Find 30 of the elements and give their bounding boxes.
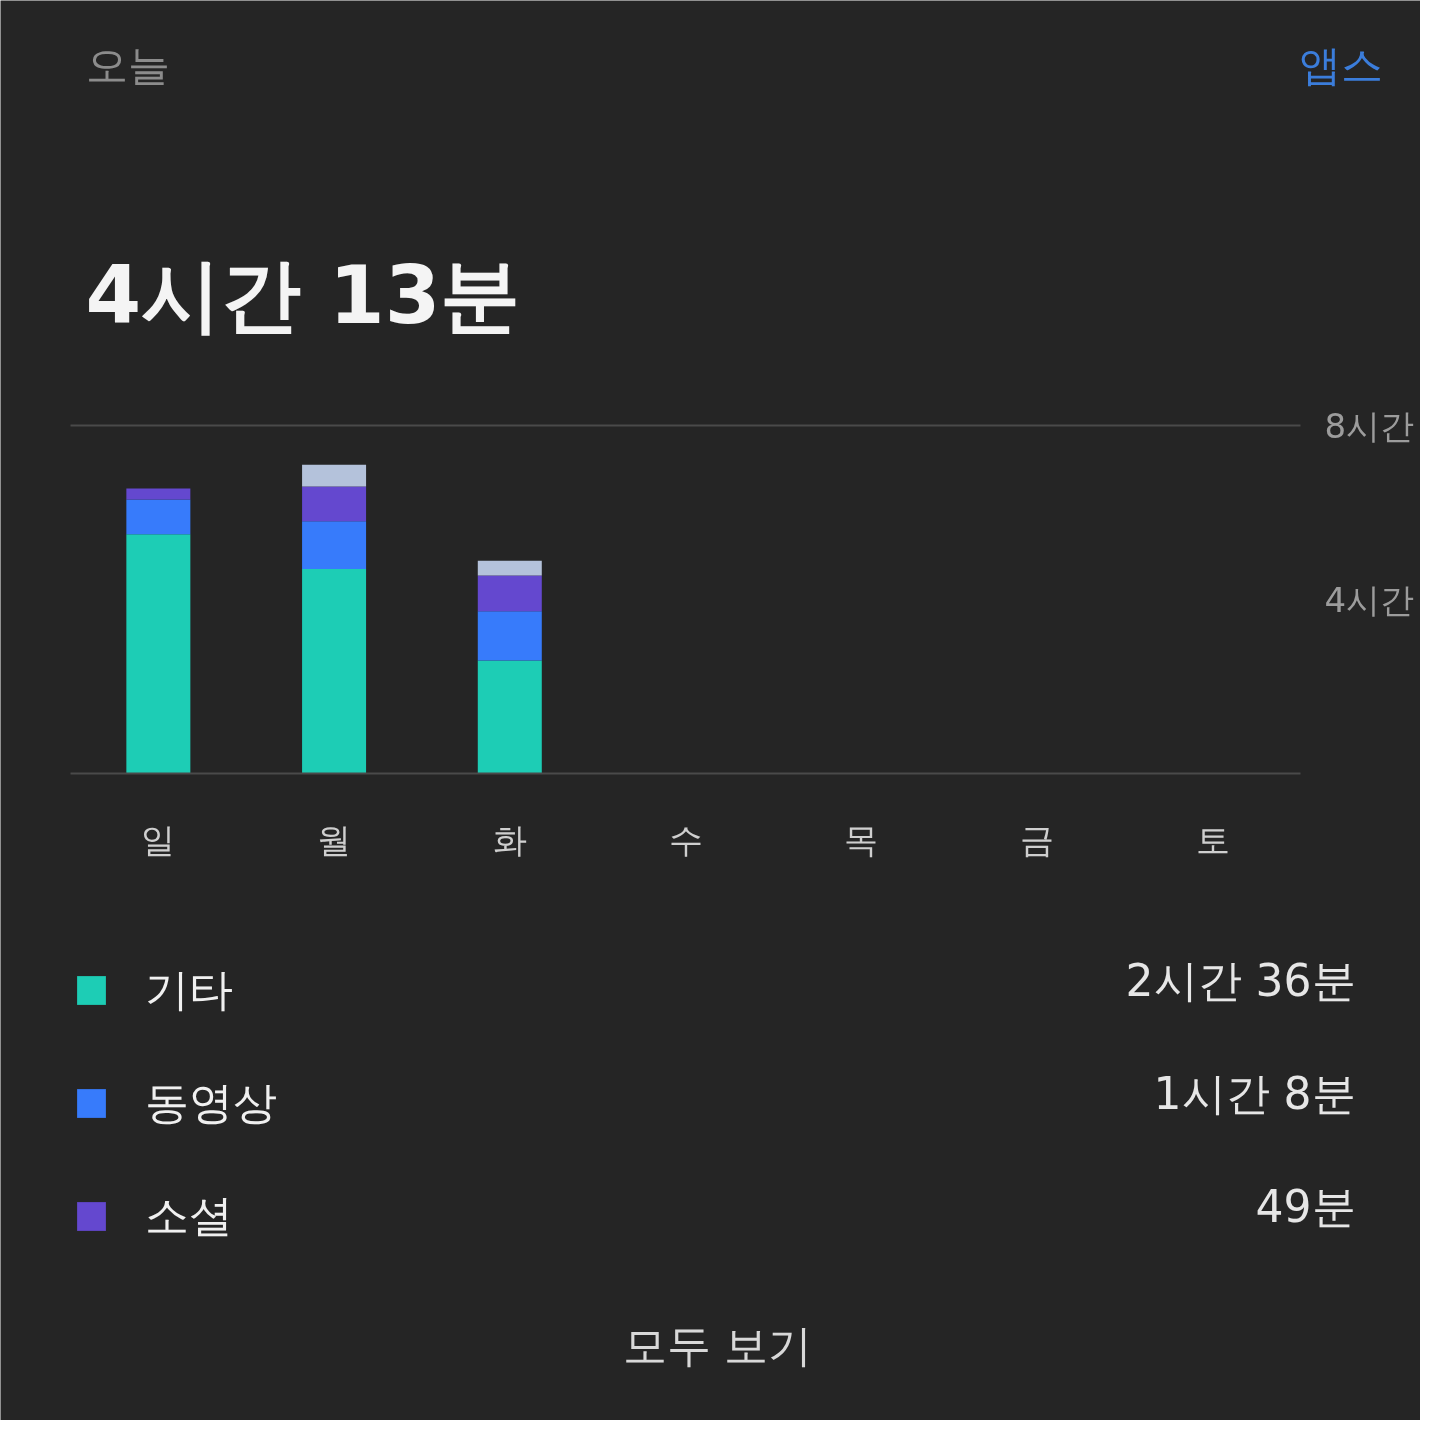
- bar: [477, 611, 542, 661]
- y-tick-label: 4시간: [1324, 579, 1415, 620]
- text: 2시간 36분: [1125, 955, 1356, 1006]
- text: 모두 보기: [622, 1320, 813, 1371]
- x-tick-label: 토: [1195, 819, 1230, 860]
- bar: [477, 560, 542, 576]
- x-tick-label: 화: [492, 819, 527, 860]
- text: 앱스: [1298, 41, 1383, 90]
- x-tick-label: 목: [844, 819, 879, 860]
- x-tick-label: 금: [1019, 819, 1054, 860]
- y-tick-label: 8시간: [1324, 405, 1415, 446]
- x-tick-label: 월: [317, 819, 352, 860]
- text: 49분: [1255, 1181, 1356, 1232]
- bar: [126, 488, 191, 500]
- bar: [126, 499, 191, 535]
- legend-label: 기타: [145, 962, 233, 1017]
- bar: [477, 575, 542, 612]
- bar: [302, 521, 367, 570]
- chart-title: 4시간 13분: [85, 249, 521, 342]
- x-tick-label: 일: [141, 819, 176, 860]
- bar: [477, 660, 542, 774]
- legend-label: 소셜: [145, 1188, 233, 1243]
- x-tick-label: 수: [668, 819, 703, 860]
- bar: [302, 569, 367, 774]
- text: 오늘: [85, 41, 170, 90]
- legend-label: 동영상: [145, 1075, 277, 1130]
- text: 1시간 8분: [1153, 1068, 1356, 1119]
- bar: [302, 464, 367, 487]
- bar: [302, 486, 367, 522]
- bar: [126, 534, 191, 774]
